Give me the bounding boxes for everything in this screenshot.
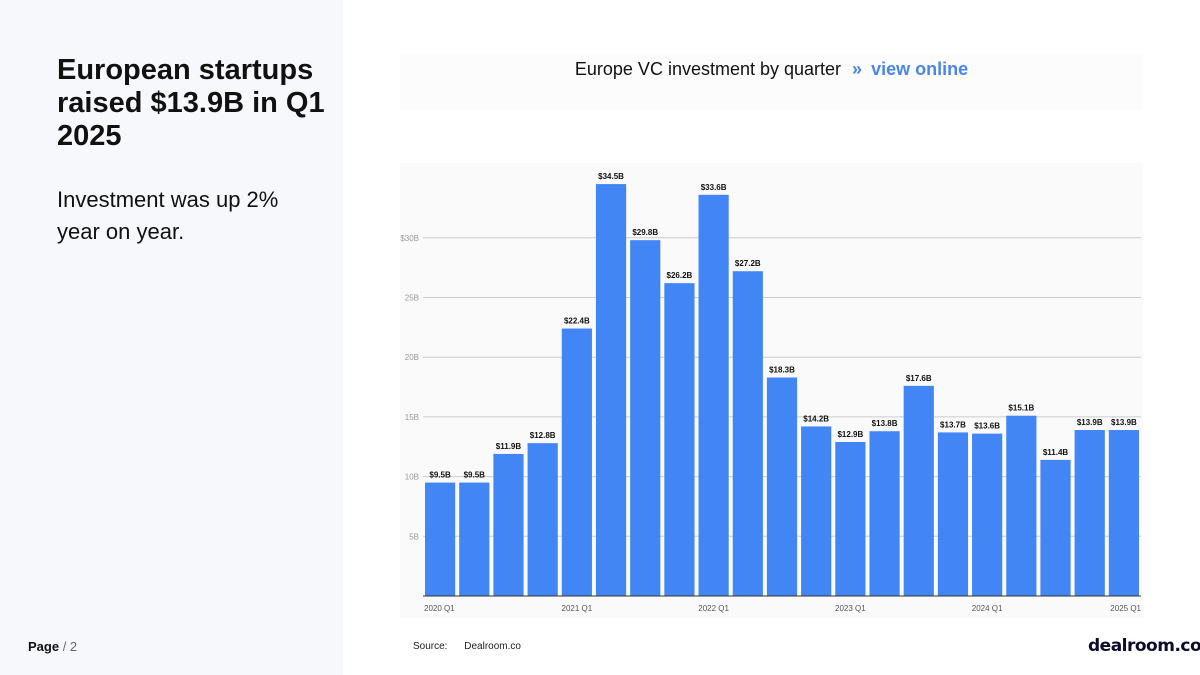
data-label: $11.4B <box>1043 448 1069 457</box>
bar <box>561 328 592 596</box>
bar-chart: 5B 10B 15B 20B 25B $30B $9.5B $9.5B $11.9B $12.8B… <box>400 172 1141 613</box>
page-number: / 2 <box>62 639 78 654</box>
data-label: $14.2B <box>803 414 829 423</box>
source-value: Dealroom.co <box>464 641 521 652</box>
bar <box>766 377 798 596</box>
data-label: $11.9B <box>496 442 522 451</box>
y-tick-label: 5B <box>409 532 419 541</box>
data-label: $17.6B <box>906 374 932 383</box>
bar <box>595 184 627 596</box>
data-label: $9.5B <box>464 471 486 480</box>
y-tick-label: 20B <box>405 353 419 362</box>
bar <box>493 453 524 596</box>
x-tick-label: 2022 Q1 <box>698 604 729 613</box>
bar <box>698 194 729 597</box>
source-line: Source: Dealroom.co <box>413 641 521 652</box>
bar <box>425 482 456 596</box>
bar <box>1108 430 1139 596</box>
data-label: $33.6B <box>701 183 727 192</box>
bar <box>972 433 1003 596</box>
bar <box>1040 459 1071 596</box>
double-chevron-icon: » <box>852 59 863 79</box>
bar <box>801 426 832 596</box>
y-tick-label: 10B <box>405 473 419 482</box>
y-tick-label: $30B <box>400 234 419 243</box>
source-label: Source: <box>413 641 448 652</box>
y-tick-label: 15B <box>405 413 419 422</box>
bar <box>835 441 866 596</box>
headline: European startups raised $13.9B in Q1 20… <box>57 54 325 152</box>
bar <box>1074 430 1105 596</box>
left-panel: European startups raised $13.9B in Q1 20… <box>0 0 343 675</box>
bar <box>903 385 934 596</box>
data-label: $13.9B <box>1077 418 1103 427</box>
chart-header: Europe VC investment by quarter » view o… <box>400 54 1143 110</box>
bar <box>1006 415 1037 596</box>
x-tick-label: 2025 Q1 <box>1110 604 1141 613</box>
page-label: Page <box>28 639 60 654</box>
data-label: $15.1B <box>1008 404 1034 413</box>
data-label: $13.9B <box>1111 418 1137 427</box>
dealroom-logo: dealroom.co <box>1088 636 1200 656</box>
bar <box>527 443 558 596</box>
subtext: Investment was up 2% year on year. <box>57 187 279 244</box>
y-tick-label: 25B <box>405 294 419 303</box>
bar <box>937 432 969 596</box>
bar <box>732 271 763 596</box>
data-label: $12.9B <box>837 430 863 439</box>
bar <box>664 283 695 596</box>
x-tick-label: 2024 Q1 <box>972 604 1003 613</box>
x-tick-label: 2020 Q1 <box>424 604 455 613</box>
data-label: $26.2B <box>667 271 693 280</box>
data-label: $22.4B <box>564 317 590 326</box>
page-indicator: Page / 2 <box>28 639 77 654</box>
bar <box>459 482 490 596</box>
bar <box>630 240 661 597</box>
data-label: $18.3B <box>769 365 795 374</box>
data-label: $12.8B <box>530 431 556 440</box>
data-label: $34.5B <box>598 172 624 181</box>
chart-title: Europe VC investment by quarter <box>574 59 842 79</box>
data-label: $13.8B <box>872 419 898 428</box>
x-tick-label: 2023 Q1 <box>835 604 866 613</box>
view-online-link[interactable]: view online <box>871 59 969 79</box>
data-label: $13.7B <box>940 420 966 429</box>
x-tick-label: 2021 Q1 <box>562 604 593 613</box>
data-label: $9.5B <box>429 471 451 480</box>
data-label: $29.8B <box>632 228 658 237</box>
data-label: $27.2B <box>735 259 761 268</box>
chart-panel: 5B 10B 15B 20B 25B $30B $9.5B $9.5B $11.9B $12.8B… <box>400 163 1143 618</box>
data-label: $13.6B <box>974 422 1000 431</box>
bar <box>869 431 900 596</box>
